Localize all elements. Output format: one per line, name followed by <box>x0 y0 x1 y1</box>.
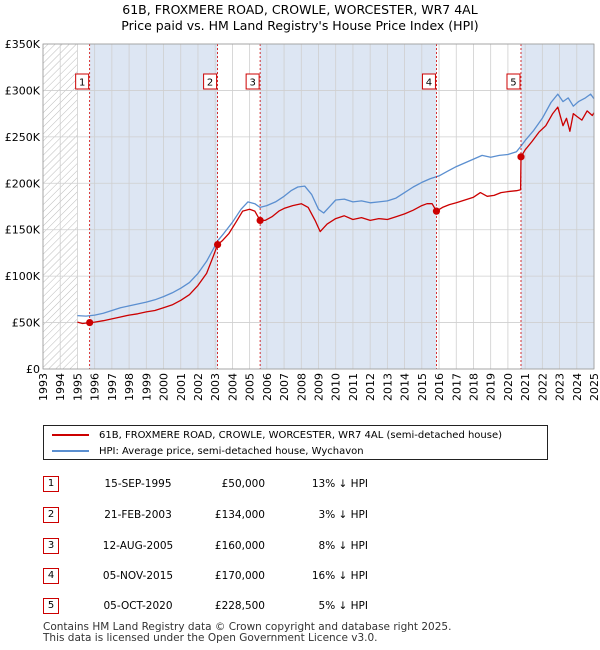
y-tick-label: £50K <box>12 317 41 330</box>
x-tick-label: 2009 <box>313 373 326 401</box>
sale-point <box>86 318 94 327</box>
legend-swatch-property <box>52 434 89 436</box>
x-tick-label: 2016 <box>433 373 446 401</box>
x-tick-label: 2019 <box>485 373 498 401</box>
sale-price: £228,500 <box>214 600 265 612</box>
sale-hpi-diff: 16% ↓ HPI <box>311 570 368 582</box>
sale-marker-label: 3 <box>249 78 255 89</box>
x-tick-label: 1996 <box>89 373 102 401</box>
sale-date: 15-SEP-1995 <box>104 478 172 490</box>
sale-marker-label: 5 <box>510 78 516 89</box>
x-tick-label: 2004 <box>226 373 239 401</box>
y-tick-label: £0 <box>26 363 40 376</box>
plot-border <box>42 43 595 370</box>
sale-date: 21-FEB-2003 <box>104 509 172 521</box>
x-tick-label: 2013 <box>381 373 394 401</box>
x-tick-label: 2018 <box>467 373 480 401</box>
x-tick-label: 2011 <box>347 373 360 401</box>
sale-number-badge: 3 <box>43 538 59 554</box>
property-price-line <box>77 106 595 325</box>
hpi-line <box>77 93 595 317</box>
sale-number-badge: 2 <box>43 507 59 523</box>
sale-marker-label: 1 <box>79 78 85 89</box>
sale-date: 05-NOV-2015 <box>102 570 174 582</box>
legend-item-hpi: HPI: Average price, semi-detached house,… <box>44 443 364 459</box>
y-tick-label: £100K <box>5 270 41 283</box>
sale-date: 12-AUG-2005 <box>102 540 174 552</box>
price-chart: 1 2 3 4 5 £0 £50K £100K £150K £200K £250K £300K £35… <box>5 38 600 401</box>
x-tick-label: 2005 <box>244 373 257 401</box>
x-tick-label: 2024 <box>571 373 584 401</box>
x-tick-label: 2007 <box>278 373 291 401</box>
x-tick-label: 2000 <box>158 373 171 401</box>
sale-price: £134,000 <box>214 509 265 521</box>
sale-hpi-diff: 3% ↓ HPI <box>318 509 368 521</box>
sale-hpi-diff: 8% ↓ HPI <box>318 540 368 552</box>
y-tick-label: £300K <box>5 84 41 97</box>
x-tick-label: 1999 <box>140 373 153 401</box>
sale-marker-label: 4 <box>426 78 432 89</box>
footer-licence: This data is licensed under the Open Gov… <box>43 632 378 644</box>
sale-marker-box <box>421 73 436 90</box>
x-tick-label: 1995 <box>71 373 84 401</box>
footer-copyright: Contains HM Land Registry data © Crown c… <box>43 621 452 633</box>
legend-swatch-hpi <box>52 450 89 452</box>
x-tick-label: 2020 <box>502 373 515 401</box>
x-tick-label: 2012 <box>364 373 377 401</box>
x-tick-label: 2023 <box>554 373 567 401</box>
x-tick-label: 1994 <box>54 373 67 401</box>
table-row: 5 05-OCT-2020 £228,500 5% ↓ HPI <box>43 598 503 616</box>
ownership-period-shade <box>89 44 218 369</box>
sale-marker-box <box>506 73 521 90</box>
x-tick-label: 2010 <box>330 373 343 401</box>
legend-label-hpi: HPI: Average price, semi-detached house,… <box>99 445 364 457</box>
sale-number-badge: 1 <box>43 476 59 492</box>
x-tick-label: 2002 <box>192 373 205 401</box>
x-tick-label: 2022 <box>536 373 549 401</box>
x-tick-label: 2025 <box>588 373 600 401</box>
legend-label-property: 61B, FROXMERE ROAD, CROWLE, WORCESTER, W… <box>99 429 503 441</box>
legend-item-property: 61B, FROXMERE ROAD, CROWLE, WORCESTER, W… <box>44 427 502 443</box>
sale-point <box>432 207 441 215</box>
sale-hpi-diff: 13% ↓ HPI <box>311 478 368 490</box>
sale-number-badge: 5 <box>43 598 59 614</box>
x-tick-label: 2021 <box>519 373 532 401</box>
x-tick-label: 2008 <box>295 373 308 401</box>
chart-subtitle: Price paid vs. HM Land Registry's House … <box>121 18 479 33</box>
x-tick-label: 2001 <box>175 373 188 401</box>
ownership-period-shade <box>520 44 594 369</box>
sale-marker-box <box>75 73 90 90</box>
table-row: 1 15-SEP-1995 £50,000 13% ↓ HPI <box>43 476 503 494</box>
chart-title: 61B, FROXMERE ROAD, CROWLE, WORCESTER, W… <box>122 2 478 17</box>
sale-price: £170,000 <box>214 570 265 582</box>
sale-point <box>256 216 264 225</box>
sale-point <box>213 240 222 249</box>
table-row: 2 21-FEB-2003 £134,000 3% ↓ HPI <box>43 507 503 525</box>
x-tick-label: 2014 <box>399 373 412 401</box>
x-tick-label: 1997 <box>106 373 119 401</box>
chart-legend: 61B, FROXMERE ROAD, CROWLE, WORCESTER, W… <box>43 425 548 460</box>
sale-marker-box <box>203 73 218 90</box>
x-tick-label: 1993 <box>37 373 50 401</box>
sale-number-badge: 4 <box>43 568 59 584</box>
y-tick-label: £150K <box>5 224 41 237</box>
sale-price: £50,000 <box>221 478 265 490</box>
x-tick-label: 2017 <box>450 373 463 401</box>
sale-hpi-diff: 5% ↓ HPI <box>318 600 368 612</box>
x-tick-label: 1998 <box>123 373 136 401</box>
x-tick-label: 2006 <box>261 373 274 401</box>
x-tick-label: 2003 <box>209 373 222 401</box>
ownership-period-shade <box>260 44 437 369</box>
sale-date: 05-OCT-2020 <box>103 600 173 612</box>
table-row: 4 05-NOV-2015 £170,000 16% ↓ HPI <box>43 568 503 586</box>
y-tick-label: £350K <box>5 38 41 51</box>
sale-marker-box <box>245 73 260 90</box>
y-tick-label: £250K <box>5 131 41 144</box>
sale-price: £160,000 <box>214 540 265 552</box>
x-tick-label: 2015 <box>416 373 429 401</box>
sale-marker-label: 2 <box>207 78 213 89</box>
sale-point <box>517 153 525 161</box>
y-tick-label: £200K <box>5 177 41 190</box>
table-row: 3 12-AUG-2005 £160,000 8% ↓ HPI <box>43 538 503 556</box>
